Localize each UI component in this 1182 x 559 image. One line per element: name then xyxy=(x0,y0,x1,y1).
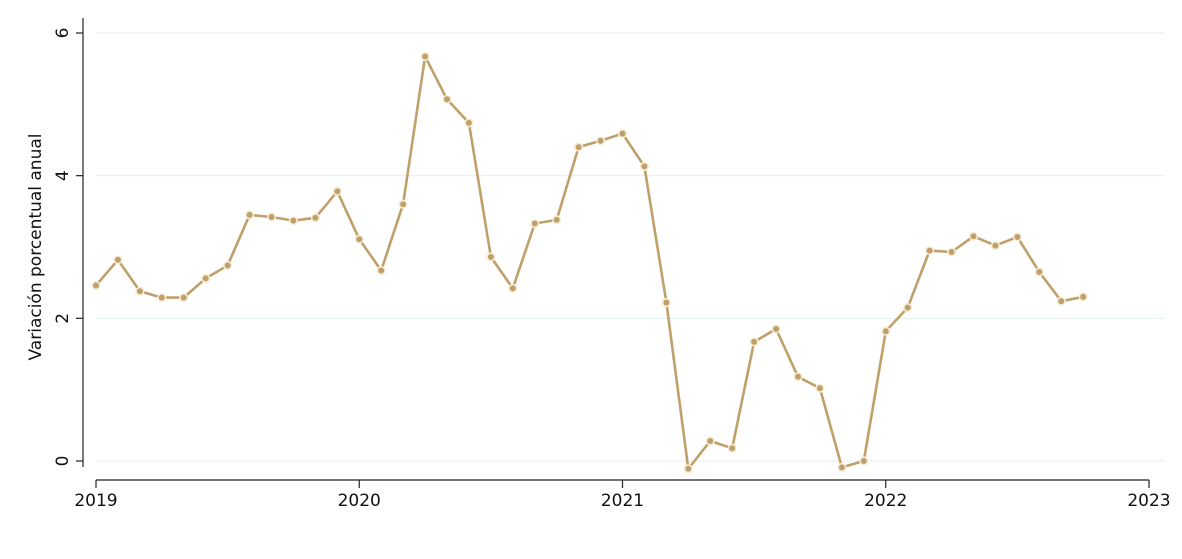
data-point-2022-10 xyxy=(1078,292,1088,302)
data-point-2021-02 xyxy=(639,161,650,171)
x-tick-label-2021: 2021 xyxy=(601,491,644,511)
data-point-2022-09 xyxy=(1056,296,1066,306)
axes xyxy=(82,18,1149,481)
data-point-2019-06 xyxy=(201,273,211,284)
data-point-2019-07 xyxy=(223,260,233,271)
data-point-2020-01 xyxy=(354,234,364,244)
data-point-2022-07 xyxy=(1012,232,1023,242)
data-point-2020-11 xyxy=(573,142,584,152)
data-point-2019-03 xyxy=(135,286,145,296)
data-point-2019-11 xyxy=(310,213,321,223)
y-tick-label-2: 2 xyxy=(53,313,73,324)
data-point-2019-08 xyxy=(245,210,255,220)
data-point-2021-09 xyxy=(793,372,803,382)
x-tick-label-2019: 2019 xyxy=(74,491,117,511)
data-point-2022-02 xyxy=(903,303,913,313)
y-tick-label-4: 4 xyxy=(53,170,73,181)
data-point-2020-03 xyxy=(398,199,408,209)
data-point-2019-09 xyxy=(266,212,277,222)
data-point-2021-04 xyxy=(683,464,693,474)
data-point-2021-08 xyxy=(771,324,781,334)
data-point-2019-04 xyxy=(157,293,167,303)
data-point-2022-08 xyxy=(1034,267,1044,277)
data-point-2019-10 xyxy=(288,216,299,226)
data-point-2022-05 xyxy=(968,231,979,241)
series xyxy=(91,51,1088,474)
data-point-2020-06 xyxy=(464,118,474,128)
data-point-2019-02 xyxy=(113,255,123,265)
data-point-2020-05 xyxy=(442,94,452,104)
data-point-2021-11 xyxy=(837,462,847,473)
data-point-2022-06 xyxy=(990,241,1001,251)
data-point-2022-01 xyxy=(881,326,891,336)
data-point-2020-07 xyxy=(486,252,496,262)
data-point-2021-01 xyxy=(617,129,628,139)
y-tick-label-0: 0 xyxy=(53,456,73,467)
data-point-2021-12 xyxy=(859,456,869,466)
data-point-2020-08 xyxy=(508,283,518,294)
data-point-2021-03 xyxy=(661,298,672,308)
data-point-2019-01 xyxy=(91,280,101,291)
y-tick-label-6: 6 xyxy=(53,28,73,39)
data-point-2020-04 xyxy=(420,51,430,62)
x-tick-label-2022: 2022 xyxy=(864,491,907,511)
data-point-2022-03 xyxy=(924,246,935,256)
data-point-2020-10 xyxy=(552,215,562,225)
series-line-0 xyxy=(94,55,1085,471)
data-point-2021-05 xyxy=(705,436,715,446)
data-point-2020-09 xyxy=(530,218,540,229)
y-axis-title: Variación porcentual anual xyxy=(26,134,46,361)
data-point-2022-04 xyxy=(946,247,957,257)
ticks: 2019 2020 2021 2022 2023 0 2 4 6 xyxy=(53,28,1171,511)
gridlines xyxy=(96,32,1165,462)
data-point-2020-02 xyxy=(376,265,386,276)
data-point-2021-07 xyxy=(749,337,759,347)
x-tick-label-2020: 2020 xyxy=(338,491,381,511)
data-point-2020-12 xyxy=(595,136,606,146)
data-point-2021-10 xyxy=(815,383,825,393)
x-tick-label-2023: 2023 xyxy=(1127,491,1170,511)
data-point-2019-05 xyxy=(179,293,189,303)
data-point-2021-06 xyxy=(727,443,737,453)
data-point-2019-12 xyxy=(332,186,342,196)
